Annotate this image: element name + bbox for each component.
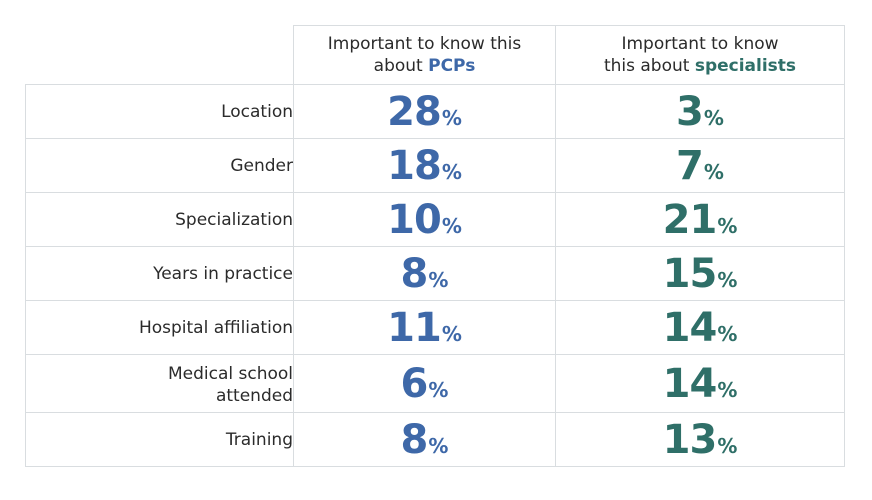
column-header-specialists: Important to know this about specialists [555,25,845,85]
specialist-percent-value: 3 [676,88,704,135]
pcp-percent-value: 28 [387,88,442,135]
pcp-percent-value: 6 [400,360,429,407]
pcp-value-cell: 6% [293,354,556,413]
percent-sign: % [428,433,449,458]
specialist-percent-value: 14 [662,304,718,351]
table-row-training: Training 8% 13% [25,412,845,467]
pcp-value-cell: 8% [293,246,556,301]
column-header-pcps-line1: Important to know this [327,34,522,54]
header-row: Important to know this about PCPs Import… [25,25,845,85]
percent-sign: % [428,377,449,402]
specialist-value-cell: 14% [555,300,845,355]
column-header-pcps: Important to know this about PCPs [293,25,556,85]
column-header-specialists-line1: Important to know [621,34,779,54]
pcp-value-cell: 18% [293,138,556,193]
comparison-table: Important to know this about PCPs Import… [25,25,845,467]
pcp-value-cell: 11% [293,300,556,355]
specialist-value-cell: 13% [555,412,845,467]
percent-sign: % [717,267,738,292]
table-row-medical-school-attended: Medical school attended 6% 14% [25,354,845,413]
row-label: Location [25,84,294,139]
percent-sign: % [441,321,462,346]
percent-sign: % [717,213,738,238]
specialist-value-cell: 7% [555,138,845,193]
percent-sign: % [717,433,738,458]
pcp-percent-value: 11 [387,304,442,351]
percent-sign: % [441,159,462,184]
column-header-pcps-line2-prefix: about [373,56,423,76]
pcp-value-cell: 28% [293,84,556,139]
percent-sign: % [717,321,738,346]
percent-sign: % [428,267,449,292]
percent-sign: % [441,213,462,238]
table-row-gender: Gender 18% 7% [25,138,845,193]
specialist-percent-value: 21 [662,196,718,243]
specialist-percent-value: 13 [662,416,718,463]
percent-sign: % [703,159,724,184]
percent-sign: % [717,377,738,402]
row-label: Years in practice [25,246,294,301]
specialist-percent-value: 15 [662,250,718,297]
pcp-percent-value: 8 [400,250,429,297]
column-header-specialists-keyword: specialists [694,56,797,76]
row-label: Hospital affiliation [25,300,294,355]
column-header-specialists-line2-prefix: this about [603,56,690,76]
column-header-pcps-keyword: PCPs [428,56,476,76]
header-corner-cell [25,25,294,85]
table-row-years-in-practice: Years in practice 8% 15% [25,246,845,301]
pcp-percent-value: 18 [387,142,442,189]
table-row-location: Location 28% 3% [25,84,845,139]
table-row-specialization: Specialization 10% 21% [25,192,845,247]
specialist-percent-value: 14 [662,360,718,407]
row-label: Medical school attended [25,354,294,413]
percent-sign: % [703,105,724,130]
specialist-value-cell: 14% [555,354,845,413]
specialist-percent-value: 7 [676,142,704,189]
row-label: Specialization [25,192,294,247]
table-row-hospital-affiliation: Hospital affiliation 11% 14% [25,300,845,355]
table-body: Location 28% 3% Gender 18% 7% Specialization 10… [25,84,845,467]
pcp-percent-value: 10 [387,196,442,243]
pcp-value-cell: 8% [293,412,556,467]
percent-sign: % [441,105,462,130]
pcp-value-cell: 10% [293,192,556,247]
row-label: Training [25,412,294,467]
specialist-value-cell: 3% [555,84,845,139]
row-label: Gender [25,138,294,193]
specialist-value-cell: 21% [555,192,845,247]
specialist-value-cell: 15% [555,246,845,301]
pcp-percent-value: 8 [400,416,429,463]
